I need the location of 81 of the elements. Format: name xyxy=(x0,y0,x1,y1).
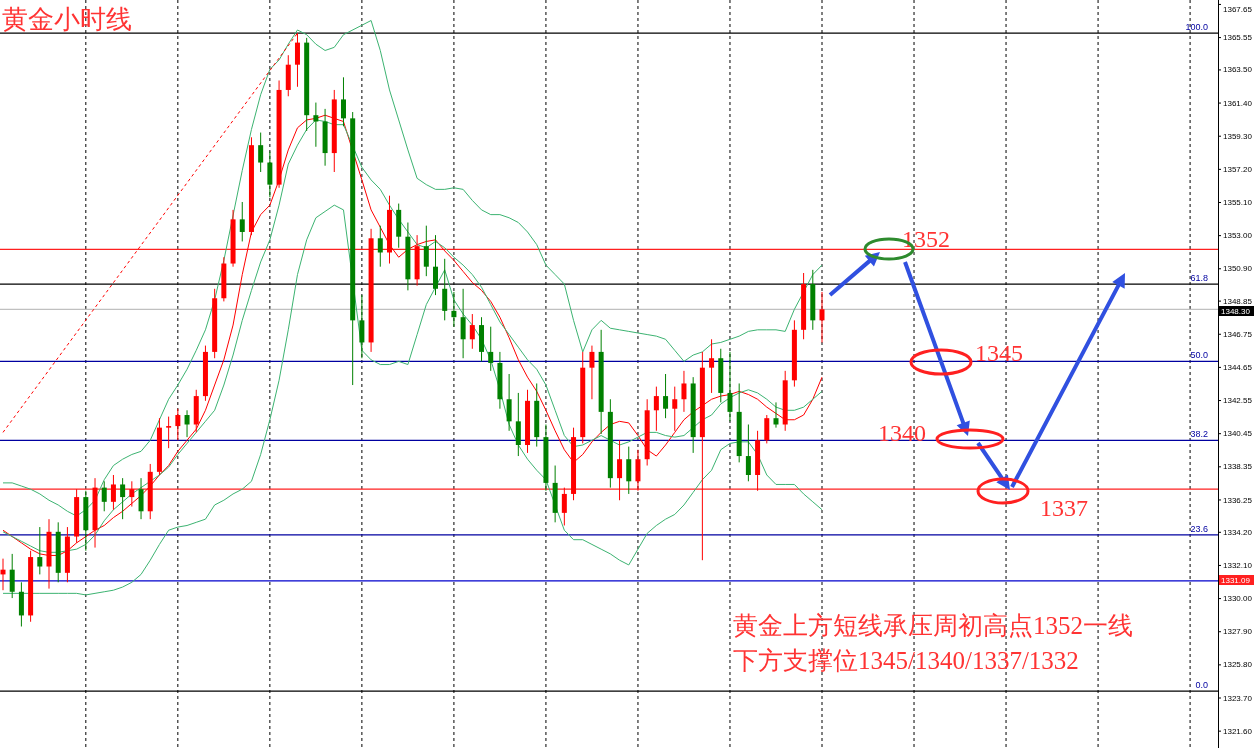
candlestick xyxy=(672,386,678,432)
candlestick xyxy=(120,477,126,520)
candlestick xyxy=(709,338,715,394)
text: 1345 xyxy=(975,340,1023,366)
candlestick xyxy=(129,480,135,508)
y-tick-label: 1363.50 xyxy=(1223,65,1253,75)
candlestick xyxy=(626,446,632,495)
annotation: 0.0 xyxy=(1195,680,1208,691)
y-tick-label: 1365.55 xyxy=(1223,33,1253,43)
candlestick xyxy=(515,392,521,457)
y-tick-label: 1323.70 xyxy=(1223,693,1253,703)
candlestick xyxy=(239,201,245,242)
candlestick xyxy=(166,416,172,449)
candlestick xyxy=(681,370,687,413)
candlestick xyxy=(589,345,595,400)
candlestick xyxy=(359,294,365,359)
candlestick xyxy=(469,313,475,350)
y-tick-label: 1367.65 xyxy=(1223,4,1253,14)
candlestick xyxy=(663,373,669,419)
candlestick xyxy=(433,234,439,296)
text: 1352 xyxy=(902,226,950,252)
y-tick-label: 1340.45 xyxy=(1223,429,1253,439)
y-tick-label: 1327.90 xyxy=(1223,627,1253,637)
y-tick-label: 1332.10 xyxy=(1223,561,1253,571)
candlestick xyxy=(561,487,567,526)
y-tick-label: 1330.00 xyxy=(1223,594,1253,604)
y-tick-label: 1355.10 xyxy=(1223,198,1253,208)
candlestick xyxy=(9,553,15,599)
candlestick xyxy=(506,373,512,432)
candlestick xyxy=(340,76,346,127)
candlestick xyxy=(138,477,144,520)
chart-title: 黄金小时线 xyxy=(2,5,132,34)
candlestick xyxy=(184,409,190,438)
candlestick xyxy=(267,150,273,198)
y-tick-label: 1336.25 xyxy=(1223,495,1253,505)
candlestick xyxy=(313,102,319,148)
text: 1337 xyxy=(1040,495,1088,521)
line-series xyxy=(2,204,823,596)
candlestick xyxy=(773,401,779,429)
annotation: 61.8 xyxy=(1190,273,1208,284)
candlestick xyxy=(101,480,107,512)
candlestick xyxy=(635,449,641,492)
text: 1348.30 xyxy=(1221,307,1251,316)
y-tick-label: 1353.00 xyxy=(1223,231,1253,241)
annotation: 100.0 xyxy=(1185,22,1208,33)
y-tick-label: 1321.60 xyxy=(1223,726,1253,736)
y-tick-label: 1334.20 xyxy=(1223,527,1253,537)
text: 1331.09 xyxy=(1221,576,1251,585)
candlestick xyxy=(442,258,448,321)
candlestick xyxy=(175,408,181,441)
y-tick-label: 1357.20 xyxy=(1223,164,1253,174)
candlestick xyxy=(653,386,659,432)
y-tick-label: 1348.85 xyxy=(1223,296,1253,306)
candlestick xyxy=(488,326,494,372)
candlestick xyxy=(18,581,24,627)
y-tick-label: 1361.40 xyxy=(1223,98,1253,108)
text: 1340 xyxy=(878,420,926,446)
candlestick xyxy=(451,291,457,328)
candlestick xyxy=(727,351,733,422)
candlestick xyxy=(377,225,383,268)
candlestick xyxy=(423,225,429,277)
candlestick xyxy=(37,526,43,575)
annotation: 50.0 xyxy=(1190,350,1208,361)
candlestick xyxy=(110,474,116,511)
candlestick xyxy=(764,414,770,444)
y-tick-label: 1346.75 xyxy=(1223,329,1253,339)
y-tick-label: 1344.65 xyxy=(1223,362,1253,372)
annotation: 38.2 xyxy=(1190,429,1208,440)
annotation: 黄金上方短线承压周初高点1352一线 xyxy=(733,612,1133,639)
y-tick-label: 1338.35 xyxy=(1223,462,1253,472)
candlestick xyxy=(745,424,751,482)
annotation: 23.6 xyxy=(1190,523,1208,534)
y-tick-label: 1359.30 xyxy=(1223,131,1253,141)
candlestick xyxy=(617,439,623,501)
y-tick-label: 1350.90 xyxy=(1223,264,1253,274)
candlestick xyxy=(460,288,466,359)
annotation: 下方支撑位1345/1340/1337/1332 xyxy=(733,647,1079,674)
candlestick xyxy=(819,291,825,343)
y-tick-label: 1325.80 xyxy=(1223,660,1253,670)
y-tick-label: 1342.55 xyxy=(1223,396,1253,406)
candlestick xyxy=(258,132,264,173)
